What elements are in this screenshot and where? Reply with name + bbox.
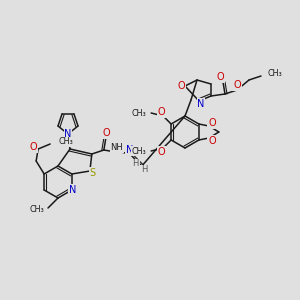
Text: CH₃: CH₃	[58, 137, 73, 146]
Text: N: N	[197, 99, 205, 109]
Text: O: O	[157, 147, 165, 157]
Text: O: O	[216, 72, 224, 82]
Text: O: O	[157, 107, 165, 117]
Text: O: O	[29, 142, 37, 152]
Text: CH₃: CH₃	[29, 206, 44, 214]
Text: O: O	[208, 136, 216, 146]
Text: CH₃: CH₃	[267, 70, 282, 79]
Text: O: O	[233, 80, 241, 90]
Text: O: O	[177, 81, 185, 91]
Text: N: N	[126, 145, 134, 155]
Text: S: S	[90, 168, 96, 178]
Text: H: H	[133, 160, 139, 169]
Text: O: O	[208, 118, 216, 128]
Text: H: H	[141, 166, 147, 175]
Text: CH₃: CH₃	[131, 146, 146, 155]
Text: N: N	[69, 185, 76, 195]
Text: N: N	[64, 129, 72, 139]
Text: O: O	[102, 128, 110, 138]
Text: CH₃: CH₃	[131, 109, 146, 118]
Text: NH: NH	[110, 143, 123, 152]
